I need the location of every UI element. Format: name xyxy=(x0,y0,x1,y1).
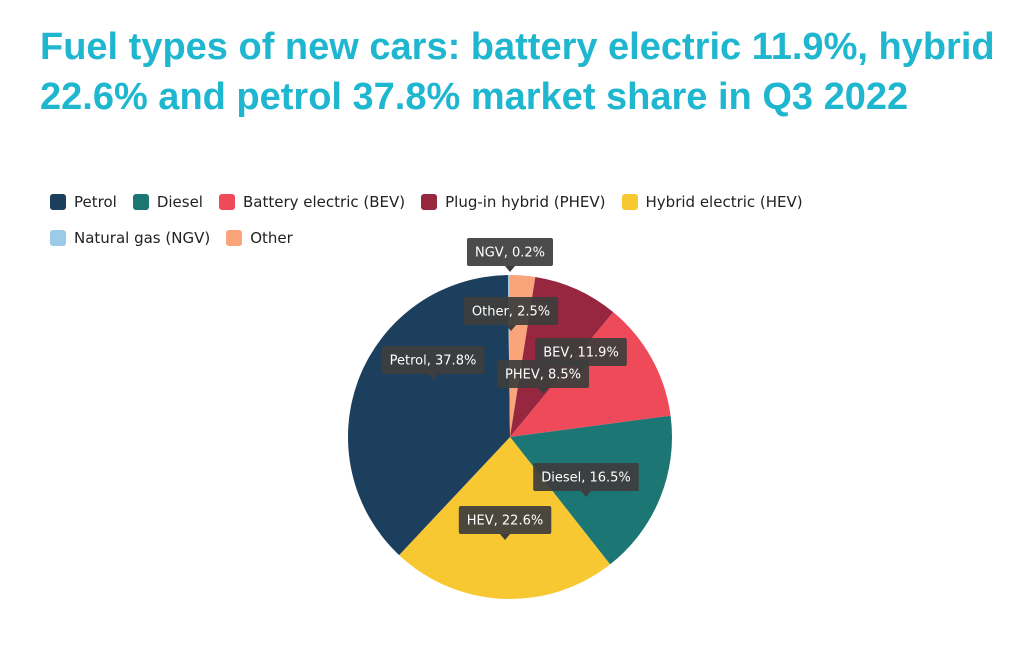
slice-label-battery-electric-bev: BEV, 11.9% xyxy=(535,338,627,372)
legend-item-other[interactable]: Other xyxy=(226,228,293,248)
slice-label-text-diesel: Diesel, 16.5% xyxy=(541,471,631,486)
slice-label-diesel: Diesel, 16.5% xyxy=(533,463,639,497)
legend-swatch-petrol xyxy=(50,194,66,210)
slice-label-text-hybrid-electric-hev: HEV, 22.6% xyxy=(467,514,543,529)
legend-label-hev: Hybrid electric (HEV) xyxy=(645,193,803,211)
slice-label-text-other: Other, 2.5% xyxy=(472,305,550,320)
slice-label-text-natural-gas-ngv: NGV, 0.2% xyxy=(475,246,545,261)
legend-label-petrol: Petrol xyxy=(74,193,117,211)
slice-label-text-battery-electric-bev: BEV, 11.9% xyxy=(543,346,619,361)
legend-swatch-other xyxy=(226,230,243,246)
slice-label-text-petrol: Petrol, 37.8% xyxy=(390,354,477,369)
slice-label-text-plug-in-hybrid-phev: PHEV, 8.5% xyxy=(505,368,581,383)
legend-label-phev: Plug-in hybrid (PHEV) xyxy=(445,193,606,211)
pie-slice-petrol[interactable] xyxy=(347,275,510,556)
legend-swatch-ngv xyxy=(50,230,66,246)
legend-label-ngv: Natural gas (NGV) xyxy=(74,229,211,247)
legend-swatch-phev xyxy=(421,194,438,210)
legend-label-diesel: Diesel xyxy=(156,193,203,211)
legend-item-ngv[interactable]: Natural gas (NGV) xyxy=(50,228,210,248)
chart-legend: Petrol Diesel Battery electric (BEV) Plu… xyxy=(50,192,850,248)
legend-item-diesel[interactable]: Diesel xyxy=(132,192,203,212)
legend-label-bev: Battery electric (BEV) xyxy=(242,193,406,211)
slice-label-natural-gas-ngv: NGV, 0.2% xyxy=(467,238,553,272)
pie-labels: Petrol, 37.8% Diesel, 16.5% BEV, 11.9% PHEV… xyxy=(381,238,639,540)
slice-label-other: Other, 2.5% xyxy=(463,297,559,331)
legend-item-petrol[interactable]: Petrol xyxy=(50,192,117,212)
legend-item-phev[interactable]: Plug-in hybrid (PHEV) xyxy=(421,192,606,212)
legend-item-bev[interactable]: Battery electric (BEV) xyxy=(218,192,406,212)
slice-label-petrol: Petrol, 37.8% xyxy=(381,346,485,380)
chart-title: Fuel types of new cars: battery electric… xyxy=(40,26,995,118)
pie-slice-battery-electric-bev[interactable] xyxy=(510,312,671,437)
slice-label-hybrid-electric-hev: HEV, 22.6% xyxy=(458,506,552,540)
legend-label-other: Other xyxy=(250,229,293,247)
slice-label-plug-in-hybrid-phev: PHEV, 8.5% xyxy=(497,360,589,394)
legend-swatch-hev xyxy=(621,194,638,210)
legend-swatch-bev xyxy=(218,194,235,210)
legend-item-hev[interactable]: Hybrid electric (HEV) xyxy=(621,192,803,212)
legend-swatch-diesel xyxy=(132,194,149,210)
